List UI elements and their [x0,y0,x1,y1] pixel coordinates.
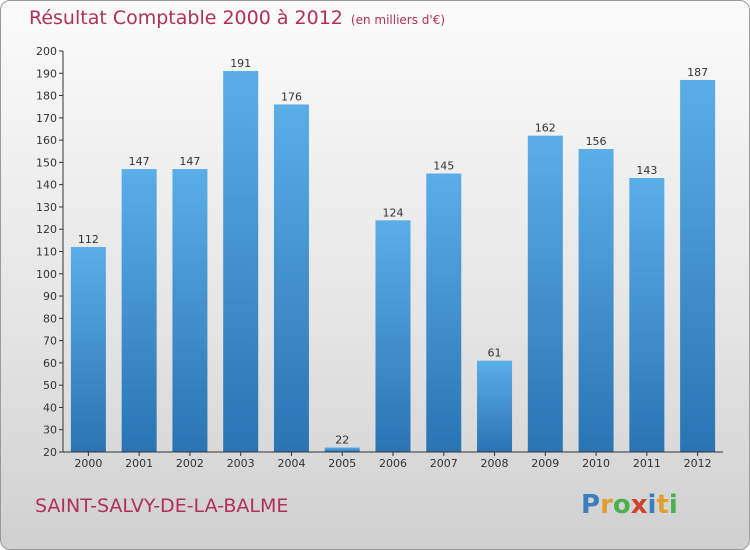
logo-letter: i [647,490,657,520]
bar-2008 [477,360,513,452]
x-tick-label-2001: 2001 [125,457,153,470]
bar-2000 [70,247,106,452]
logo-letter: i [668,490,678,520]
y-tick-label-100: 100 [36,268,57,281]
value-label-2000: 112 [78,233,99,246]
y-tick-label-40: 40 [43,401,57,414]
y-tick-label-140: 140 [36,179,57,192]
bar-2006 [375,220,411,452]
value-label-2001: 147 [129,155,150,168]
y-tick-label-90: 90 [43,290,57,303]
x-tick-label-2007: 2007 [430,457,458,470]
commune-name: SAINT-SALVY-DE-LA-BALME [35,495,289,517]
value-label-2006: 124 [383,206,404,219]
chart-title: Résultat Comptable 2000 à 2012 [29,7,343,29]
x-tick-label-2005: 2005 [328,457,356,470]
y-tick-label-190: 190 [36,67,57,80]
x-tick-label-2012: 2012 [684,457,712,470]
chart-title-group: Résultat Comptable 2000 à 2012 (en millie… [29,7,445,29]
y-tick-label-130: 130 [36,201,57,214]
value-label-2009: 162 [535,122,556,135]
y-tick-label-80: 80 [43,312,57,325]
x-tick-label-2002: 2002 [176,457,204,470]
x-tick-label-2003: 2003 [227,457,255,470]
value-label-2002: 147 [179,155,200,168]
value-label-2011: 143 [636,164,657,177]
bar-2005 [324,447,360,452]
logo-letter: t [656,490,669,520]
bar-2012 [680,79,716,452]
y-tick-label-160: 160 [36,134,57,147]
value-label-2010: 156 [586,135,607,148]
bars-layer: 112 147 147 191 176 22 124 145 61 162 156 143 187 [70,57,716,453]
x-tick-label-2009: 2009 [531,457,559,470]
bar-2010 [578,149,614,452]
logo-letter: o [612,490,631,520]
logo-letter: r [600,490,613,520]
y-tick-label-20: 20 [43,446,57,459]
value-label-2004: 176 [281,90,302,103]
value-label-2007: 145 [433,160,454,173]
y-tick-label-70: 70 [43,335,57,348]
bar-2011 [629,177,665,452]
value-label-2003: 191 [230,57,251,70]
y-tick-label-110: 110 [36,246,57,259]
x-tick-label-2006: 2006 [379,457,407,470]
bar-2009 [527,135,563,452]
x-tick-label-2008: 2008 [481,457,509,470]
x-tick-label-2000: 2000 [74,457,102,470]
y-tick-label-60: 60 [43,357,57,370]
y-tick-label-30: 30 [43,424,57,437]
y-tick-label-120: 120 [36,223,57,236]
y-tick-label-50: 50 [43,379,57,392]
y-tick-label-180: 180 [36,90,57,103]
logo-letter: P [581,490,601,520]
value-label-2012: 187 [687,66,708,79]
bar-2001 [121,169,157,453]
y-tick-label-170: 170 [36,112,57,125]
y-tick-label-150: 150 [36,156,57,169]
x-tick-label-2004: 2004 [277,457,305,470]
x-tick-label-2010: 2010 [582,457,610,470]
y-tick-label-200: 200 [36,45,57,58]
bar-2007 [426,173,462,452]
bar-2002 [172,169,208,453]
x-tick-label-2011: 2011 [633,457,661,470]
chart-subtitle: (en milliers d'€) [350,13,446,27]
bar-2003 [223,71,259,453]
bar-2004 [273,104,309,452]
logo-letter: x [630,490,648,520]
proxiti-logo: Proxiti [581,490,678,520]
axes-layer: 2000 2001 2002 2003 2004 2005 2006 2007 2008 2009… [36,45,723,470]
value-label-2005: 22 [335,434,349,447]
value-label-2008: 61 [488,347,502,360]
